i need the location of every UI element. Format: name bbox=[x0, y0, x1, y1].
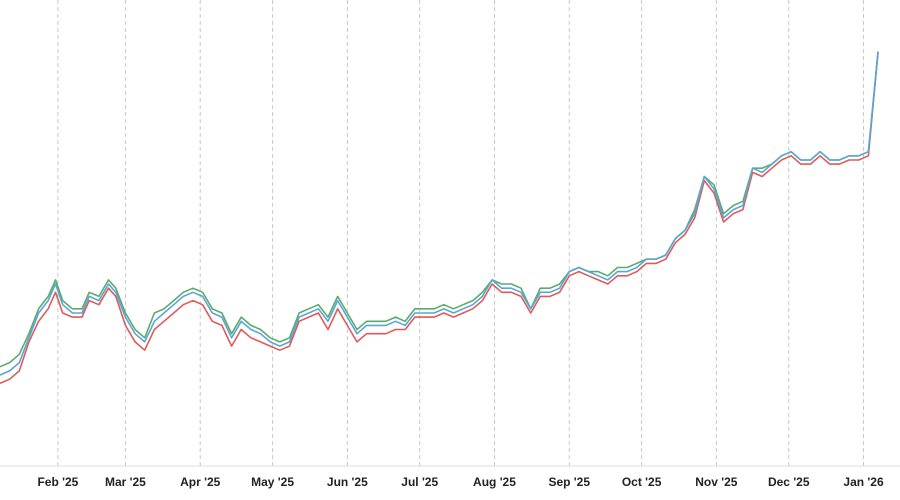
x-tick-label: Aug '25 bbox=[473, 475, 516, 489]
x-tick-label: Jun '25 bbox=[327, 475, 368, 489]
x-tick-label: Jul '25 bbox=[401, 475, 438, 489]
series-layer bbox=[0, 51, 879, 385]
series-line-2 bbox=[0, 51, 879, 385]
x-tick-label: Oct '25 bbox=[622, 475, 662, 489]
x-tick-label: Mar '25 bbox=[105, 475, 146, 489]
series-line-1 bbox=[0, 51, 879, 368]
series-line-3 bbox=[0, 51, 879, 376]
x-tick-label: Dec '25 bbox=[768, 475, 810, 489]
x-axis-tick-labels: Feb '25 Mar '25 Apr '25 May '25 Jun '25 Jul '… bbox=[37, 475, 884, 489]
x-tick-label: Jan '26 bbox=[843, 475, 884, 489]
grid-layer bbox=[57, 0, 865, 466]
x-tick-label: May '25 bbox=[251, 475, 294, 489]
x-tick-label: Sep '25 bbox=[548, 475, 590, 489]
x-tick-label: Nov '25 bbox=[695, 475, 738, 489]
x-tick-label: Apr '25 bbox=[180, 475, 221, 489]
x-tick-label: Feb '25 bbox=[37, 475, 78, 489]
